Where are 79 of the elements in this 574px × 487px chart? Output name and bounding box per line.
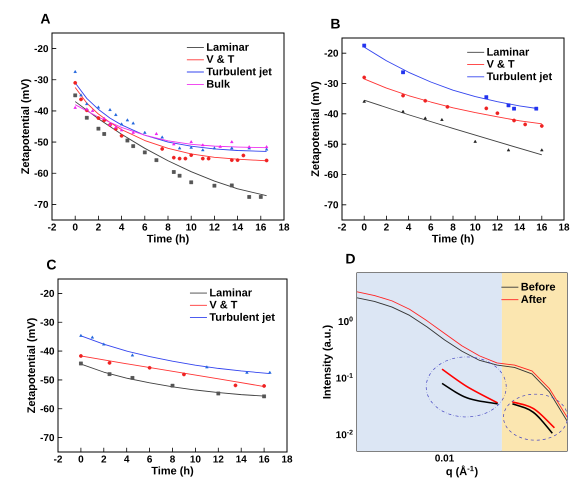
- y-tick-label: -30: [324, 80, 338, 88]
- y-tick-label: -20: [34, 45, 48, 52]
- y-tick-label: -30: [40, 318, 54, 326]
- y-tick-label: -30: [34, 76, 48, 84]
- x-tick-label: 6: [147, 456, 152, 463]
- legend-label: After: [521, 294, 546, 303]
- x-tick-label: 2: [384, 224, 389, 230]
- x-tick-label: 4: [124, 456, 130, 462]
- x-tick-label: 4: [406, 224, 412, 230]
- x-tick-label: 6: [142, 224, 148, 231]
- y-tick-label: -50: [324, 140, 338, 148]
- y-tick-label: -50: [34, 138, 48, 146]
- legend-label: Laminar: [487, 48, 530, 56]
- x-tick-label: 0.01: [435, 454, 454, 462]
- x-tick-label: 18: [282, 456, 292, 463]
- x-tick-label: 8: [170, 456, 175, 463]
- y-tick-label: -50: [40, 376, 54, 384]
- y-tick-label: -20: [40, 290, 54, 297]
- x-axis-title: Time (h): [146, 234, 189, 245]
- legend-label: Laminar: [210, 288, 252, 296]
- x-tick-label: 0: [72, 224, 78, 231]
- x-tick-label: 16: [536, 224, 547, 231]
- x-tick-label: 6: [428, 224, 434, 231]
- legend-label: V & T: [209, 300, 238, 308]
- y-axis-title: Zetapotential (mV): [27, 318, 38, 413]
- y-axis-title: Zetapotential (mV): [311, 82, 322, 176]
- chart-title: D: [346, 254, 355, 264]
- x-tick-label: 14: [514, 224, 526, 230]
- x-tick-label: 2: [96, 224, 101, 230]
- x-tick-label: 12: [209, 224, 220, 230]
- legend-label: Turbulent jet: [210, 312, 275, 324]
- y-tick-label: -40: [34, 107, 48, 114]
- legend-label: V & T: [486, 60, 514, 68]
- y-tick-label: 10$^{0}$: [338, 316, 353, 326]
- x-tick-label: 10: [470, 224, 480, 231]
- y-tick-label: 10$^{-1}$: [336, 373, 353, 382]
- legend-label: Before: [522, 282, 556, 291]
- y-tick-label: 10$^{-2}$: [336, 430, 353, 438]
- y-axis-title: Intensity (a.u.): [322, 325, 333, 398]
- x-tick-label: 18: [559, 224, 570, 231]
- y-tick-label: -40: [324, 110, 338, 118]
- x-tick-label: -2: [338, 224, 346, 230]
- legend-label: V & T: [206, 55, 234, 63]
- x-tick-label: -2: [48, 224, 56, 230]
- legend-label: Bulk: [207, 80, 230, 88]
- x-axis-title: Time (h): [432, 234, 474, 245]
- x-tick-label: 16: [256, 224, 266, 231]
- x-tick-label: 8: [166, 224, 170, 231]
- legend-label: Turbulent jet: [486, 72, 552, 82]
- y-tick-label: -20: [324, 50, 338, 57]
- y-tick-label: -60: [34, 170, 48, 177]
- y-tick-label: -60: [40, 405, 54, 412]
- chart-title: C: [46, 260, 56, 270]
- y-tick-label: -70: [34, 200, 48, 208]
- legend-label: Turbulent jet: [206, 67, 272, 78]
- y-axis-title: Zetapotential (mV): [21, 79, 32, 174]
- x-tick-label: 12: [213, 456, 224, 462]
- x-tick-label: 8: [450, 224, 456, 231]
- x-tick-label: -2: [54, 456, 62, 462]
- legend-label: Laminar: [207, 42, 249, 51]
- y-tick-label: -60: [324, 170, 338, 178]
- x-tick-label: 16: [259, 456, 270, 463]
- x-tick-label: 14: [232, 224, 244, 230]
- x-tick-label: 0: [362, 224, 367, 231]
- x-axis-title: q (Å$^{-1}$): [446, 465, 478, 478]
- x-tick-label: 10: [186, 224, 196, 231]
- x-tick-label: 14: [236, 456, 247, 462]
- y-tick-label: -70: [324, 201, 338, 208]
- chart-title: B: [331, 18, 340, 29]
- chart-title: A: [40, 14, 50, 24]
- y-tick-label: -70: [40, 434, 54, 442]
- x-tick-label: 4: [118, 224, 124, 230]
- y-tick-label: -40: [40, 348, 54, 355]
- x-axis-title: Time (h): [151, 466, 194, 477]
- x-tick-label: 10: [190, 456, 201, 463]
- x-tick-label: 2: [101, 456, 106, 462]
- x-tick-label: 18: [279, 224, 290, 231]
- x-tick-label: 0: [78, 456, 84, 463]
- x-tick-label: 12: [492, 224, 503, 230]
